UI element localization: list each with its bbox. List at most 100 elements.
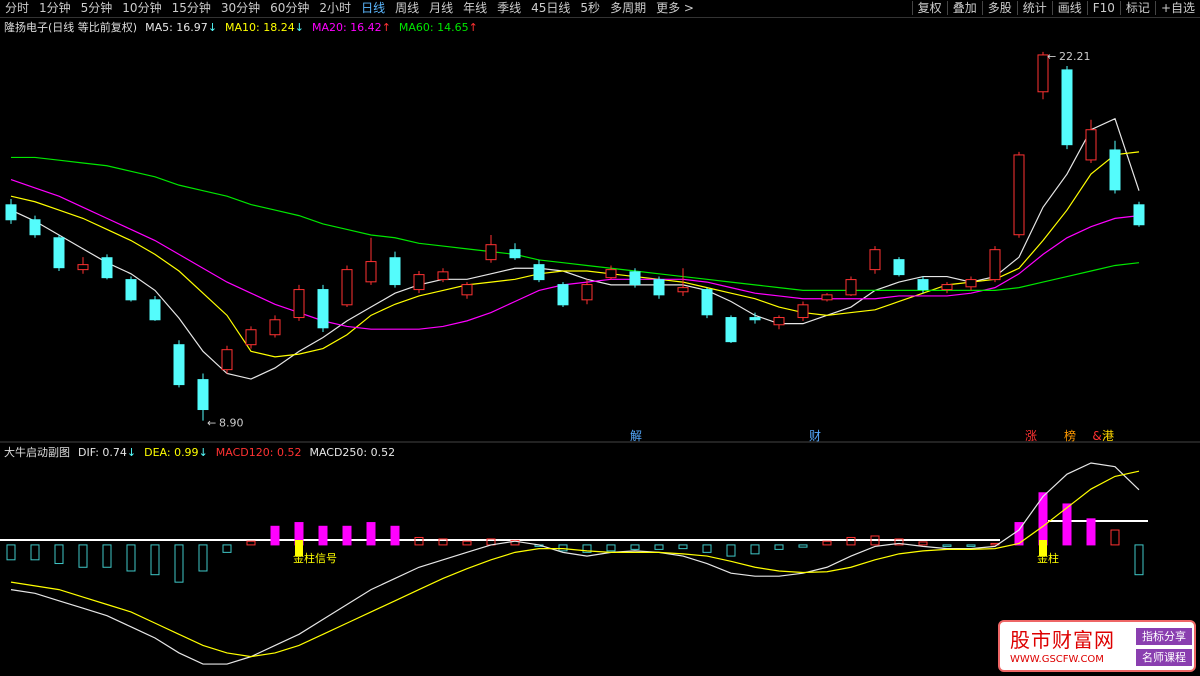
signal-label: 金柱 — [1037, 551, 1059, 565]
candle-body — [365, 261, 377, 283]
macd-bar — [510, 539, 520, 546]
candle-body — [29, 219, 41, 236]
candle-body — [293, 289, 305, 319]
macd-bar — [246, 540, 256, 546]
tool-button[interactable]: 多股 — [981, 1, 1017, 15]
legend-item: MA10: 18.24↓ — [225, 21, 304, 34]
period-tab[interactable]: 分时 — [5, 1, 30, 15]
macd-bar — [198, 544, 208, 572]
candle-body — [989, 249, 1001, 281]
period-tab[interactable]: 60分钟 — [270, 1, 310, 15]
price-annotation-arrow: ← — [1047, 50, 1056, 63]
tool-button[interactable]: 统计 — [1016, 1, 1052, 15]
tool-button[interactable]: +自选 — [1154, 1, 1200, 15]
candle-body — [1085, 129, 1097, 161]
period-tab[interactable]: 月线 — [429, 1, 454, 15]
tool-button[interactable]: 叠加 — [946, 1, 982, 15]
macd-bar — [54, 544, 64, 565]
legend-arrow: ↓ — [126, 446, 137, 459]
candle-body — [629, 271, 641, 286]
period-tab[interactable]: 5秒 — [580, 1, 601, 15]
macd-bar — [630, 544, 640, 550]
candle-body — [1037, 54, 1049, 93]
macd-bar — [438, 538, 448, 546]
legend-text: MA60: 14.65 — [398, 21, 469, 34]
tool-button[interactable]: F10 — [1086, 1, 1120, 15]
tool-button[interactable]: 复权 — [911, 1, 947, 15]
candle-body — [485, 244, 497, 261]
macd-line — [10, 462, 1140, 665]
candle-body — [653, 279, 665, 296]
macd-bar — [606, 544, 616, 552]
macd-bar — [822, 540, 832, 546]
candle-body — [245, 329, 257, 346]
macd-bar — [318, 525, 328, 546]
candle-body — [509, 249, 521, 259]
legend-text: MA20: 16.42 — [311, 21, 382, 34]
macd-bar — [342, 525, 352, 546]
period-tabs: 分时 1分钟 5分钟 10分钟 15分钟 30分钟 60分钟 2小时 日线 周线 月线 年线 季线 45日… — [0, 0, 699, 17]
legend-item: MA20: 16.42↑ — [312, 21, 391, 34]
legend-item: MACD120: 0.52 — [216, 446, 302, 459]
period-tab[interactable]: 2小时 — [319, 1, 352, 15]
candle-body — [797, 304, 809, 319]
tool-button[interactable]: 画线 — [1051, 1, 1087, 15]
macd-bar — [30, 544, 40, 561]
macd-bar — [870, 535, 880, 546]
period-tab[interactable]: 10分钟 — [122, 1, 162, 15]
watermark-tag: 指标分享 — [1136, 628, 1192, 645]
period-tab[interactable]: 更多 > — [656, 1, 694, 15]
legend-arrow: ↓ — [294, 21, 304, 34]
candle-body — [101, 257, 113, 279]
candle-body — [317, 289, 329, 329]
candle-body — [941, 284, 953, 291]
legend-item: MA5: 16.97↓ — [145, 21, 217, 34]
macd-bar — [1134, 544, 1144, 576]
period-tab[interactable]: 季线 — [497, 1, 522, 15]
period-tab[interactable]: 周线 — [395, 1, 420, 15]
candle-body — [677, 287, 689, 293]
macd-bar — [798, 544, 808, 548]
toolbar: 分时 1分钟 5分钟 10分钟 15分钟 30分钟 60分钟 2小时 日线 周线 月线 年线 季线 45日… — [0, 0, 1200, 18]
event-marker: 榜 — [1064, 428, 1076, 443]
macd-bar — [918, 541, 928, 546]
macd-bar — [966, 544, 976, 547]
price-annotation-arrow: ← — [207, 417, 216, 430]
candle-body — [557, 284, 569, 306]
period-tab[interactable]: 年线 — [463, 1, 488, 15]
candle-body — [893, 259, 905, 276]
macd-bar — [894, 538, 904, 546]
period-tab[interactable]: 1分钟 — [39, 1, 71, 15]
stock-title: 隆扬电子(日线 等比前复权) — [4, 21, 138, 34]
candle-body — [53, 237, 65, 269]
watermark-tag: 名师课程 — [1136, 649, 1192, 666]
period-tab[interactable]: 多周期 — [610, 1, 647, 15]
tool-button[interactable]: 标记 — [1119, 1, 1155, 15]
candle-body — [125, 279, 137, 301]
watermark-url: WWW.GSCFW.COM — [1010, 654, 1104, 665]
macd-bar — [150, 544, 160, 576]
candle-body — [341, 269, 353, 306]
macd-bar — [1014, 522, 1024, 546]
macd-bar — [654, 544, 664, 550]
legend-arrow: ↓ — [207, 21, 218, 34]
event-marker: 港 — [1102, 429, 1114, 443]
period-tab[interactable]: 日线 — [361, 1, 386, 15]
legend-text: MACD120: 0.52 — [215, 446, 302, 459]
macd-line — [10, 470, 1140, 658]
candle-body — [221, 349, 233, 371]
period-tab[interactable]: 15分钟 — [171, 1, 211, 15]
macd-bar — [222, 544, 232, 553]
candle-body — [701, 289, 713, 316]
macd-bar — [462, 540, 472, 546]
gold-bar — [1039, 540, 1047, 556]
legend-arrow: ↑ — [381, 21, 391, 34]
macd-bar — [102, 544, 112, 568]
macd-bar — [1110, 529, 1120, 546]
period-tab[interactable]: 30分钟 — [220, 1, 261, 15]
period-tab[interactable]: 5分钟 — [80, 1, 113, 15]
period-tab[interactable]: 45日线 — [531, 1, 571, 15]
legend-text: MA5: 16.97 — [145, 21, 208, 34]
watermark: 股市财富网 WWW.GSCFW.COM 指标分享 名师课程 — [998, 620, 1196, 672]
